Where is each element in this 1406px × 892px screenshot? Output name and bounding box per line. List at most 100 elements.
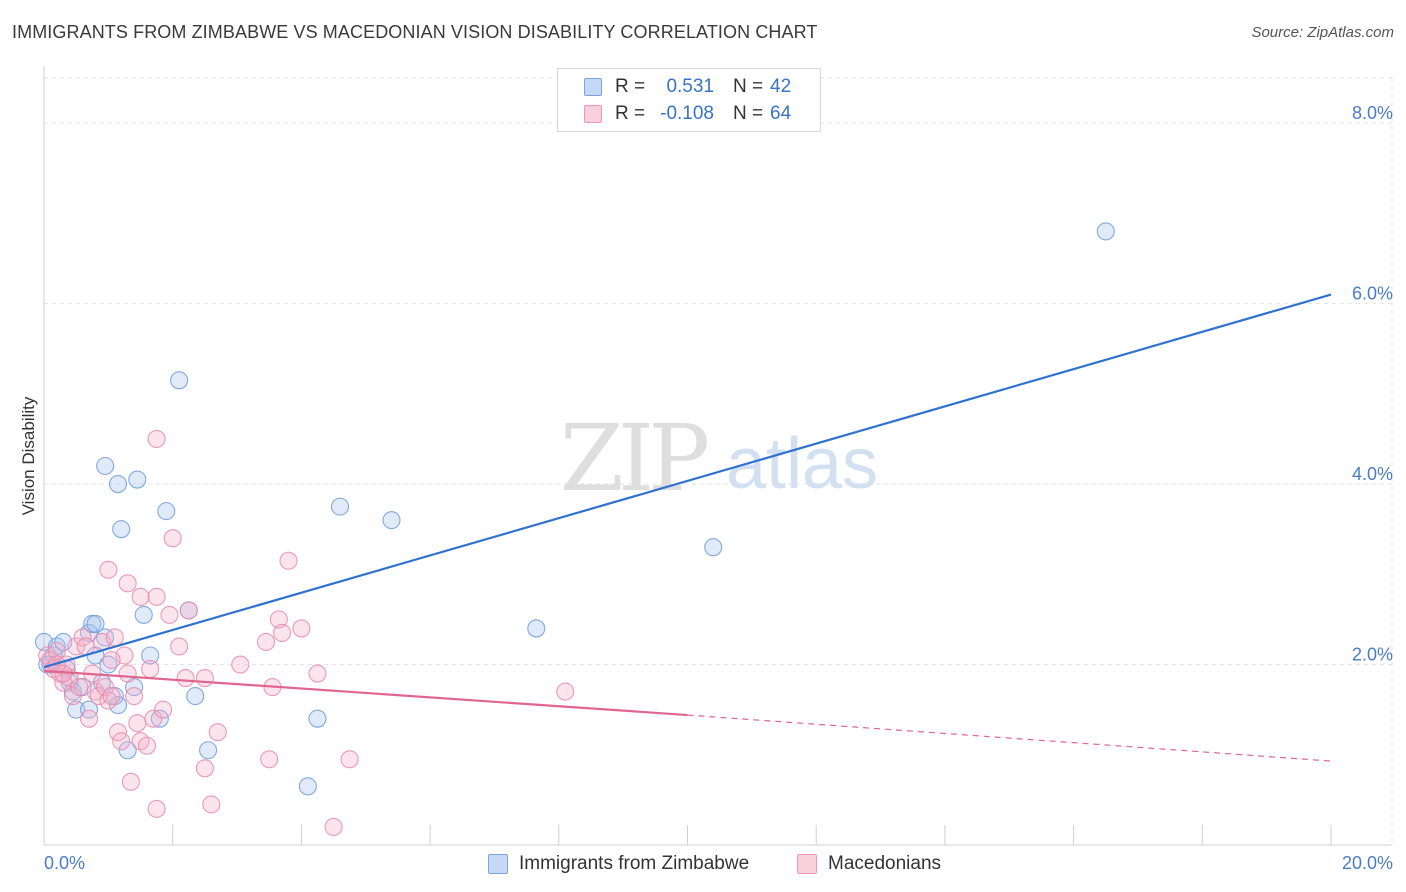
macedonians-point: [308, 664, 327, 683]
macedonians-point: [556, 682, 575, 701]
watermark-atlas: atlas: [726, 424, 878, 504]
macedonians-point: [102, 650, 121, 670]
macedonians-point: [160, 605, 179, 624]
zimbabwe-point: [527, 619, 546, 638]
macedonians-point: [137, 736, 157, 755]
bottom-legend-swatch-macedonians: [797, 854, 817, 874]
zimbabwe-point: [1096, 222, 1115, 241]
zimbabwe-point: [108, 696, 128, 715]
macedonians-point: [269, 610, 288, 629]
source-label: Source: ZipAtlas.com: [1251, 24, 1394, 41]
bottom-legend-label: Macedonians: [828, 853, 942, 874]
macedonians-point: [163, 529, 182, 548]
macedonians-point: [67, 637, 86, 656]
macedonians-point: [176, 669, 195, 688]
macedonians-point: [63, 687, 83, 706]
y-tick-label: 2.0%: [1352, 645, 1393, 665]
zimbabwe-point: [298, 777, 317, 796]
series-macedonians-points: [38, 429, 575, 837]
zimbabwe-point: [108, 475, 128, 494]
zimbabwe-point: [199, 741, 218, 760]
legend-n-label: N =: [733, 103, 764, 124]
macedonians-point: [273, 623, 292, 642]
macedonians-point: [260, 750, 279, 769]
macedonians-point: [99, 560, 118, 579]
macedonians-point: [121, 772, 140, 791]
macedonians-point: [340, 750, 359, 769]
macedonians-point: [231, 655, 250, 674]
macedonians-point: [195, 759, 214, 778]
macedonians-point: [118, 664, 137, 683]
trendline-macedonians: [43, 669, 688, 717]
trendlines: [43, 293, 1332, 762]
zimbabwe-point: [118, 741, 137, 760]
macedonians-point: [105, 628, 124, 647]
macedonians-point: [147, 587, 166, 606]
legend-box: R = 0.531 N = 42 R = -0.108 N = 64: [557, 68, 821, 132]
macedonians-point: [147, 799, 166, 818]
macedonians-point: [279, 551, 298, 570]
zimbabwe-point: [308, 709, 327, 728]
legend-r-value: 0.531: [666, 76, 714, 97]
x-tick-label: 0.0%: [44, 853, 85, 873]
macedonians-point: [170, 637, 189, 656]
zimbabwe-point: [112, 520, 131, 539]
y-tick-label: 4.0%: [1352, 464, 1393, 484]
bottom-legend-swatch-zimbabwe: [488, 854, 508, 874]
chart-title: IMMIGRANTS FROM ZIMBABWE VS MACEDONIAN V…: [12, 22, 818, 42]
macedonians-point: [141, 659, 160, 679]
macedonians-point: [292, 619, 311, 638]
zimbabwe-point: [157, 502, 176, 521]
y-tick-label: 6.0%: [1352, 284, 1393, 304]
legend-n-value: 42: [770, 76, 792, 97]
macedonians-point: [47, 641, 66, 661]
zimbabwe-point: [382, 511, 401, 530]
macedonians-point: [153, 700, 173, 719]
zimbabwe-point: [704, 538, 723, 557]
zimbabwe-point: [330, 497, 350, 516]
y-axis-label: Vision Disability: [19, 396, 38, 515]
macedonians-point: [118, 574, 137, 593]
macedonians-point: [89, 687, 108, 706]
zimbabwe-point: [128, 470, 147, 489]
macedonians-point: [79, 709, 99, 728]
zimbabwe-point: [86, 614, 105, 633]
zimbabwe-point: [170, 371, 189, 390]
trendline-zimbabwe: [43, 293, 1332, 669]
zimbabwe-point: [134, 605, 153, 624]
macedonians-point: [70, 678, 89, 697]
macedonians-point: [112, 732, 131, 751]
zimbabwe-point: [141, 646, 160, 665]
watermark: ZIP atlas: [560, 405, 878, 512]
macedonians-point: [202, 795, 221, 814]
macedonians-point: [256, 632, 276, 652]
legend-r-label: R =: [615, 103, 646, 124]
legend-n-value: 64: [770, 103, 792, 124]
watermark-zip: ZIP: [560, 405, 707, 512]
macedonians-point: [208, 723, 227, 742]
axes: [43, 66, 1392, 846]
macedonians-point: [324, 817, 343, 837]
zimbabwe-point: [96, 456, 115, 476]
legend-swatch-zimbabwe: [584, 78, 602, 96]
y-tick-label: 8.0%: [1352, 103, 1393, 123]
zimbabwe-point: [186, 687, 205, 706]
zimbabwe-point: [67, 700, 86, 719]
macedonians-point: [147, 429, 166, 448]
grid-lines: [44, 77, 1393, 845]
macedonians-point: [131, 587, 150, 606]
legend-r-label: R =: [615, 76, 646, 97]
tick-labels: 2.0% 4.0% 6.0% 8.0% 0.0% 20.0%: [44, 103, 1393, 873]
legend-r-value: -0.108: [660, 103, 714, 124]
macedonians-point: [144, 709, 163, 728]
x-tick-label: 20.0%: [1342, 853, 1393, 873]
legend-swatch-macedonians: [584, 105, 602, 123]
legend-n-label: N =: [733, 76, 764, 97]
macedonians-point: [179, 601, 198, 620]
macedonians-point: [102, 687, 121, 706]
macedonians-point: [96, 678, 115, 697]
bottom-legend-label: Immigrants from Zimbabwe: [519, 853, 750, 874]
macedonians-point: [128, 714, 147, 733]
macedonians-point: [125, 687, 144, 706]
